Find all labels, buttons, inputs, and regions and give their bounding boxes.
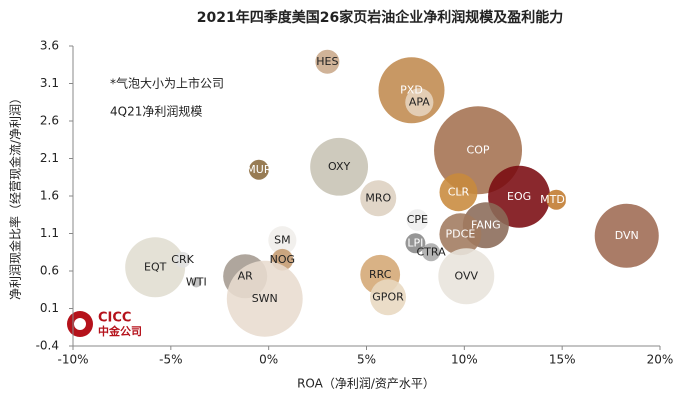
bubble-label: OVV: [455, 269, 479, 282]
bubble-label: EQT: [144, 260, 167, 273]
bubble: [268, 226, 297, 255]
bubble-label: LPI: [407, 236, 423, 249]
bubble: [422, 243, 441, 262]
y-axis-label: 净利润现金比率（经营现金流/净利润）: [8, 92, 23, 300]
bubble-label: PDCE: [446, 227, 476, 240]
bubble-label: COP: [467, 143, 490, 156]
bubble-label: APA: [409, 95, 430, 108]
bubble-label: GPOR: [372, 290, 404, 303]
logo-text: 中金公司: [98, 324, 142, 338]
bubble-label: CTRA: [417, 245, 447, 258]
bubble: [406, 209, 429, 231]
bubble-label: CRK: [171, 253, 194, 266]
y-tick-label: 2.1: [40, 151, 59, 165]
bubble: [439, 173, 478, 212]
logo-text: CICC: [98, 311, 131, 326]
x-tick-label: 0%: [259, 353, 278, 367]
y-tick-label: 3.1: [40, 76, 59, 90]
y-tick-label: 2.6: [40, 114, 59, 128]
bubble: [360, 180, 397, 217]
chart-title: 2021年四季度美国26家页岩油企业净利润规模及盈利能力: [197, 9, 563, 26]
bubble: [405, 233, 426, 254]
bubble: [310, 137, 369, 196]
bubble-label: CPE: [407, 213, 428, 226]
bubble: [174, 251, 191, 268]
bubble-label: SWN: [252, 292, 278, 305]
bubble-label: EOG: [507, 190, 531, 203]
y-tick-label: 0.1: [40, 301, 59, 315]
bubble-label: CLR: [448, 185, 470, 198]
bubble: [191, 277, 202, 288]
bubble-label: MTDR: [540, 193, 573, 206]
y-tick-label: 1.1: [40, 226, 59, 240]
bubble-label: NOG: [270, 253, 295, 266]
bubble-label: AR: [238, 269, 254, 282]
bubble: [248, 159, 269, 180]
bubble-label: PXD: [400, 83, 423, 96]
bubble: [439, 213, 482, 256]
bubble: [438, 248, 495, 305]
bubble-label: SM: [274, 233, 290, 246]
logo-icon: [74, 318, 86, 330]
bubble: [546, 189, 567, 210]
y-tick-label: 0.6: [40, 264, 59, 278]
bubble: [315, 49, 340, 74]
x-axis-label: ROA（净利润/资产水平）: [297, 377, 435, 391]
bubble: [226, 260, 303, 337]
bubble: [434, 106, 523, 195]
bubble-label: HES: [316, 55, 338, 68]
bubble-label: MRO: [365, 191, 391, 204]
bubble: [405, 88, 434, 117]
x-tick-label: 15%: [549, 353, 576, 367]
bubble: [594, 203, 659, 268]
x-tick-label: 5%: [357, 353, 376, 367]
bubble-label: RRC: [369, 268, 392, 281]
x-tick-label: 20%: [647, 353, 674, 367]
bubble-label: MUR: [246, 163, 272, 176]
logo: CICC 中金公司: [67, 311, 142, 338]
bubble: [370, 279, 407, 316]
y-tick-label: 1.6: [40, 189, 59, 203]
x-tick-label: 10%: [451, 353, 478, 367]
bubble-label: FANG: [471, 218, 501, 231]
x-tick-label: -10%: [57, 353, 88, 367]
annotation: *气泡大小为上市公司: [110, 76, 224, 91]
bubble-label: DVN: [615, 229, 639, 242]
bubble-label: WTI: [186, 275, 207, 288]
annotation: 4Q21净利润规模: [110, 104, 202, 119]
bubble: [125, 237, 186, 298]
y-tick-label: -0.4: [36, 339, 59, 353]
bubble-label: OXY: [328, 160, 350, 173]
x-tick-label: -5%: [159, 353, 182, 367]
y-tick-label: 3.6: [40, 39, 59, 53]
